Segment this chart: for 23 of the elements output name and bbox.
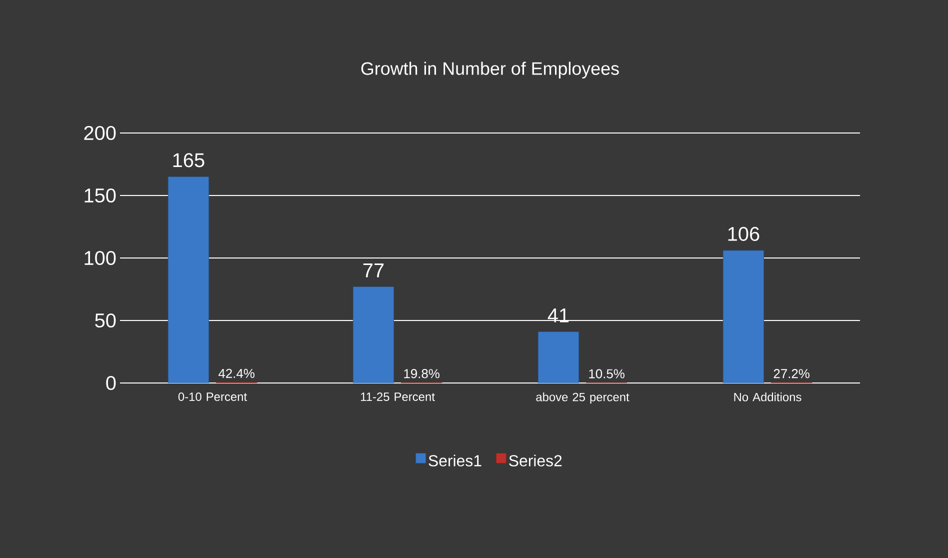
x-tick-label: 11-25 Percent xyxy=(360,392,435,401)
x-tick-label: 0-10 Percent xyxy=(178,392,247,401)
y-tick-label: 50 xyxy=(95,313,116,328)
data-label: 10.5% xyxy=(589,369,624,378)
data-label: 27.2% xyxy=(774,369,810,378)
y-tick-label: 150 xyxy=(84,188,116,203)
bar xyxy=(168,176,209,383)
x-tick-label: No Additions xyxy=(734,392,802,402)
legend-label: Series2 xyxy=(509,454,562,466)
x-tick-label: above 25 percent xyxy=(536,392,630,404)
data-label: 106 xyxy=(728,226,760,241)
data-label: 165 xyxy=(173,153,204,168)
bar xyxy=(352,286,394,383)
y-tick-label: 0 xyxy=(106,376,116,390)
data-label: 77 xyxy=(363,264,384,278)
data-label: 19.8% xyxy=(404,369,440,378)
bar xyxy=(722,250,764,383)
chart-title: Growth in Number of Employees xyxy=(361,62,619,78)
data-label: 42.4% xyxy=(218,368,254,378)
y-tick-label: 200 xyxy=(84,126,116,140)
y-tick-label: 100 xyxy=(84,250,116,266)
legend-label: Series1 xyxy=(428,454,482,466)
bar xyxy=(538,332,580,383)
